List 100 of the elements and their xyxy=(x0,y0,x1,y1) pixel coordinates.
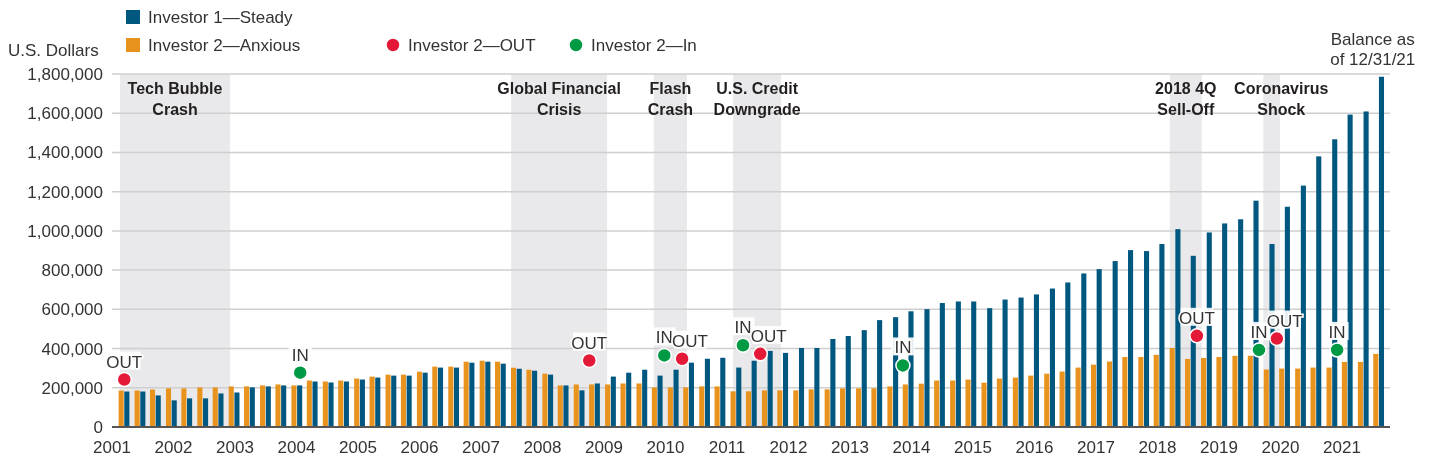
bar xyxy=(1373,353,1379,427)
y-axis-title: U.S. Dollars xyxy=(8,40,99,60)
bar xyxy=(432,366,438,427)
bar xyxy=(359,379,365,427)
bar xyxy=(808,389,814,427)
bar xyxy=(400,374,406,427)
point xyxy=(735,337,751,353)
bar xyxy=(1263,369,1269,427)
bar xyxy=(244,386,250,427)
bar xyxy=(924,309,930,427)
bar xyxy=(306,380,312,427)
bar xyxy=(579,390,585,427)
bar xyxy=(181,388,187,427)
bar xyxy=(699,386,705,427)
annotation: IN xyxy=(734,318,752,338)
bar xyxy=(1247,355,1253,427)
bar xyxy=(605,384,611,427)
bar xyxy=(265,386,271,427)
bar xyxy=(955,301,961,427)
bar xyxy=(1216,356,1222,427)
bar xyxy=(453,367,460,427)
bar xyxy=(840,388,846,427)
bar xyxy=(1279,368,1285,427)
annotation: OUT xyxy=(1178,308,1215,328)
bar xyxy=(1081,273,1087,427)
annotation: IN xyxy=(894,338,912,358)
y-tick-label: 1,600,000 xyxy=(27,104,103,124)
bar xyxy=(1316,156,1322,427)
annotation: IN xyxy=(1328,322,1346,342)
point xyxy=(292,364,308,381)
bar xyxy=(312,381,318,427)
bar xyxy=(391,375,397,427)
bar xyxy=(767,350,773,427)
bar xyxy=(1059,371,1065,427)
bar xyxy=(1106,361,1113,427)
bar xyxy=(422,372,428,427)
bar xyxy=(338,380,344,427)
bar xyxy=(814,347,820,427)
band-label: U.S. Credit Downgrade xyxy=(713,80,801,118)
bar xyxy=(704,358,710,427)
bar xyxy=(343,381,349,427)
bar xyxy=(594,383,600,427)
bar xyxy=(861,330,867,427)
bar xyxy=(406,375,412,427)
bar xyxy=(1326,367,1332,427)
bar xyxy=(720,357,726,427)
bar xyxy=(526,369,532,427)
bar xyxy=(149,389,156,427)
bar xyxy=(636,383,642,427)
bar xyxy=(260,385,266,427)
x-tick-label: 2012 xyxy=(769,438,808,457)
bar xyxy=(902,384,908,427)
y-tick-label: 1,200,000 xyxy=(27,182,103,202)
x-tick-label: 2005 xyxy=(339,438,377,457)
bar xyxy=(234,392,240,427)
bar xyxy=(463,361,469,427)
bar xyxy=(856,388,862,427)
band-label: 2018 4Q Sell-Off xyxy=(1155,80,1217,118)
bar xyxy=(416,371,422,427)
bar xyxy=(165,388,172,427)
bar xyxy=(1028,375,1034,427)
point xyxy=(581,352,597,369)
bar xyxy=(1232,355,1238,427)
bar xyxy=(1341,361,1347,427)
point xyxy=(1269,330,1285,347)
y-tick-label: 0 xyxy=(93,417,103,437)
bar xyxy=(1012,377,1018,427)
bar xyxy=(1112,261,1118,427)
bar xyxy=(1153,354,1159,427)
bar xyxy=(1310,367,1316,427)
x-tick-label: 2014 xyxy=(892,438,931,457)
bar xyxy=(1044,373,1050,427)
legend-label: Investor 2—In xyxy=(591,35,697,55)
bar xyxy=(187,398,193,427)
point xyxy=(674,351,690,367)
bar xyxy=(610,376,616,427)
bar xyxy=(793,390,799,427)
bar xyxy=(448,366,454,427)
x-tick-label: 2002 xyxy=(154,438,193,457)
bar xyxy=(777,390,783,427)
bar xyxy=(1169,347,1175,427)
x-tick-label: 2011 xyxy=(708,438,746,457)
bar xyxy=(322,381,328,427)
annotation: IN xyxy=(291,345,309,365)
bar xyxy=(1222,223,1228,427)
bar xyxy=(845,336,851,427)
bar xyxy=(887,386,893,427)
bar xyxy=(1363,111,1369,427)
bar xyxy=(987,308,993,427)
y-tick-label: 400,000 xyxy=(41,339,103,359)
x-tick-label: 2017 xyxy=(1077,438,1115,457)
bar xyxy=(939,303,945,427)
bar xyxy=(124,391,130,427)
x-tick-label: 2009 xyxy=(585,438,623,457)
bar xyxy=(1347,114,1353,427)
bar xyxy=(548,374,554,427)
bar xyxy=(369,376,375,427)
bar xyxy=(281,385,287,427)
bar xyxy=(745,391,752,427)
bar xyxy=(212,387,218,427)
